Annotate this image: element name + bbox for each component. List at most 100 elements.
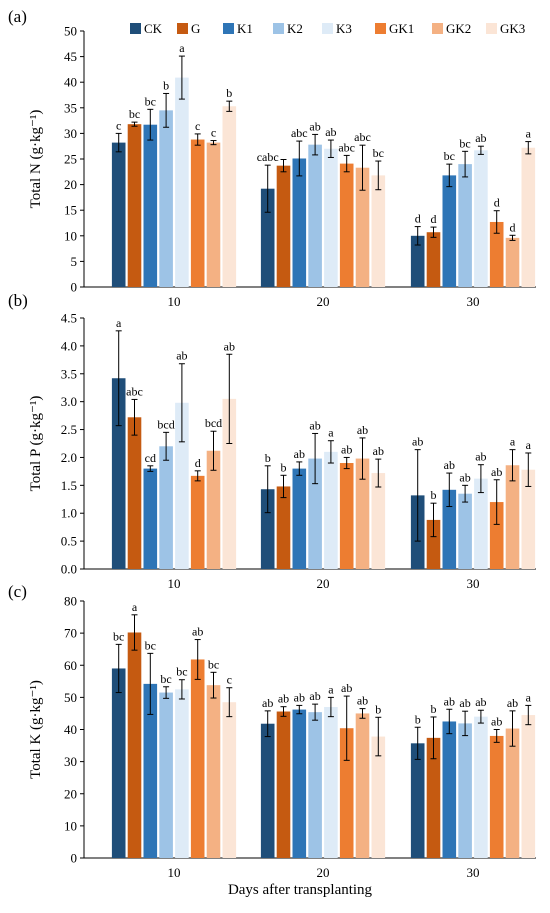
bar-G-20	[276, 165, 291, 287]
bar-GK3-30	[521, 147, 536, 287]
significance-letter: a	[132, 600, 138, 614]
bar-G-30	[426, 232, 441, 287]
significance-letter: a	[510, 435, 516, 449]
bar-CK-20	[260, 188, 275, 287]
y-tick-label: 4.0	[61, 338, 77, 353]
significance-letter: ab	[224, 339, 235, 353]
y-tick-label: 0	[71, 851, 78, 866]
x-tick-label: 30	[467, 576, 480, 591]
significance-letter: ab	[309, 418, 320, 432]
significance-letter: a	[328, 426, 334, 440]
bar-GK3-10	[222, 398, 237, 569]
bar-K1-30	[442, 721, 457, 858]
bar-GK3-10	[222, 702, 237, 858]
bar-GK2-20	[355, 167, 370, 287]
bar-GK3-20	[371, 473, 386, 569]
bar-K3-30	[474, 716, 488, 858]
bar-K3-20	[324, 707, 338, 858]
significance-letter: bc	[444, 149, 455, 163]
significance-letter: ab	[309, 689, 320, 703]
bar-CK-20	[260, 723, 275, 858]
bar-GK2-30	[505, 237, 520, 287]
bar-G-30	[426, 737, 441, 858]
bar-K1-10	[143, 124, 158, 287]
significance-letter: abc	[291, 126, 308, 140]
significance-letter: b	[375, 702, 381, 716]
y-tick-label: 0	[71, 280, 78, 295]
bar-K1-30	[442, 175, 457, 287]
bar-GK1-30	[489, 221, 504, 287]
significance-letter: d	[195, 456, 201, 470]
significance-letter: ab	[444, 458, 455, 472]
x-tick-label: 10	[168, 865, 181, 880]
bar-K1-20	[292, 709, 307, 858]
legend: CK G K1 K2 K3 GK1 GK2 GK3	[130, 21, 525, 36]
panel-2: (c) 0 10 20 30 40 50 60 70 80 Total K (g·kg⁻¹) 10 20…	[8, 582, 536, 880]
significance-letter: ab	[341, 442, 352, 456]
bar-G-10	[127, 124, 142, 288]
bar-CK-20	[260, 489, 275, 569]
y-tick-label: 15	[64, 203, 77, 218]
significance-letter: b	[163, 78, 169, 92]
y-tick-label: 0.0	[61, 562, 77, 577]
panel-label: (a)	[8, 7, 27, 26]
significance-letter: ab	[475, 695, 486, 709]
bar-G-20	[276, 486, 291, 569]
significance-letter: ab	[309, 119, 320, 133]
significance-letter: bc	[459, 136, 470, 150]
y-tick-label: 25	[64, 152, 77, 167]
bar-K2-10	[159, 110, 173, 287]
y-tick-label: 3.0	[61, 394, 77, 409]
bar-K2-20	[308, 712, 322, 858]
legend-swatch-K2	[273, 23, 284, 34]
significance-letter: b	[415, 712, 421, 726]
legend-swatch-G	[177, 23, 188, 34]
legend-swatch-K3	[322, 23, 333, 34]
panel-label: (b)	[8, 291, 28, 310]
legend-label-K3: K3	[336, 21, 352, 36]
y-tick-label: 40	[64, 722, 77, 737]
x-tick-label: 10	[168, 576, 181, 591]
significance-letter: bc	[145, 638, 156, 652]
y-tick-label: 2.5	[61, 422, 77, 437]
bar-GK2-10	[206, 142, 221, 287]
y-axis-label: Total K (g·kg⁻¹)	[28, 680, 44, 779]
legend-swatch-GK1	[375, 23, 386, 34]
bar-K1-20	[292, 158, 307, 287]
bar-GK2-10	[206, 450, 221, 569]
significance-letter: d	[510, 220, 516, 234]
legend-label-GK3: GK3	[500, 21, 525, 36]
y-tick-label: 20	[64, 786, 77, 801]
y-tick-label: 50	[64, 24, 77, 39]
significance-letter: ab	[262, 696, 273, 710]
bar-K3-10	[175, 689, 189, 858]
panel-label: (c)	[8, 582, 27, 601]
bar-GK2-30	[505, 465, 520, 569]
bar-K3-20	[324, 148, 338, 287]
legend-label-K2: K2	[287, 21, 303, 36]
significance-letter: ab	[412, 435, 423, 449]
legend-swatch-GK2	[432, 23, 443, 34]
bar-GK3-10	[222, 106, 237, 287]
significance-letter: bc	[129, 107, 140, 121]
bar-G-20	[276, 711, 291, 858]
y-tick-label: 40	[64, 75, 77, 90]
significance-letter: ab	[491, 715, 502, 729]
panel-0: (a) 0 5 10 15 20 25 30 35 40 45 50 Total N (g·kg⁻¹) 1…	[8, 7, 536, 309]
bar-K1-10	[143, 683, 158, 858]
bar-K3-30	[474, 150, 488, 287]
x-axis-label: Days after transplanting	[228, 882, 373, 898]
bar-GK1-30	[489, 735, 504, 858]
x-tick-label: 30	[467, 294, 480, 309]
y-tick-label: 50	[64, 690, 77, 705]
y-tick-label: 5	[71, 254, 78, 269]
x-tick-label: 20	[317, 865, 330, 880]
bar-K1-30	[442, 489, 457, 569]
legend-swatch-K1	[223, 23, 234, 34]
legend-swatch-GK3	[486, 23, 497, 34]
significance-letter: ab	[341, 681, 352, 695]
significance-letter: ab	[357, 694, 368, 708]
legend-label-GK1: GK1	[389, 21, 414, 36]
y-tick-label: 1.5	[61, 478, 77, 493]
